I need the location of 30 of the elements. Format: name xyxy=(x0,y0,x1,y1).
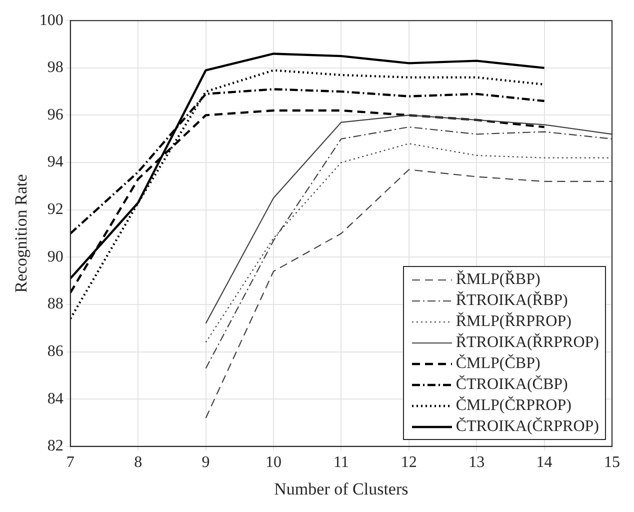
legend-label: ŘMLP(ŘRPROP) xyxy=(456,312,572,331)
x-tick-label: 8 xyxy=(134,454,142,472)
x-tick-label: 9 xyxy=(202,454,210,472)
x-tick-label: 10 xyxy=(266,454,282,472)
line-series xyxy=(205,169,612,419)
y-tick-label: 82 xyxy=(47,438,64,455)
x-tick-label: 13 xyxy=(468,454,485,472)
x-tick-label: 14 xyxy=(536,454,552,472)
y-tick-label: 92 xyxy=(47,201,64,218)
x-tick-label: 7 xyxy=(66,454,74,472)
legend-label: ČTROIKA(ČBP) xyxy=(456,376,568,394)
y-tick-label: 96 xyxy=(47,106,64,124)
legend-label: ČMLP(ČBP) xyxy=(456,354,540,373)
y-tick-label: 86 xyxy=(47,342,64,360)
y-tick-label: 90 xyxy=(47,248,64,266)
y-axis-title: Recognition Rate xyxy=(12,174,31,293)
x-tick-label: 11 xyxy=(333,454,349,472)
legend-label: ŘTROIKA(ŘRPROP) xyxy=(456,334,599,352)
y-tick-label: 88 xyxy=(47,296,64,313)
x-tick-label: 12 xyxy=(400,454,417,472)
legend-label: ŘTROIKA(ŘBP) xyxy=(456,292,568,310)
y-tick-label: 84 xyxy=(47,390,64,408)
legend-label: ČMLP(ČRPROP) xyxy=(456,396,572,415)
legend-label: ŘMLP(ŘBP) xyxy=(456,270,540,289)
legend-label: ČTROIKA(ČRPROP) xyxy=(456,418,599,436)
x-tick-label: 15 xyxy=(604,454,620,472)
y-tick-label: 98 xyxy=(47,59,64,76)
y-tick-label: 94 xyxy=(47,154,64,171)
x-axis-title: Number of Clusters xyxy=(274,479,408,498)
y-tick-label: 100 xyxy=(39,12,64,29)
